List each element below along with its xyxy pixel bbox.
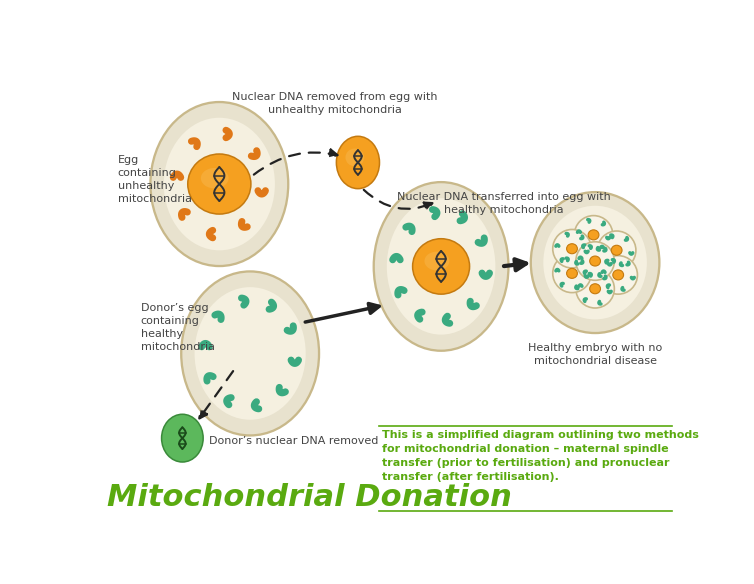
Ellipse shape (532, 193, 658, 332)
Ellipse shape (529, 191, 661, 334)
Ellipse shape (611, 245, 622, 255)
Ellipse shape (575, 215, 613, 254)
Ellipse shape (149, 101, 290, 267)
Ellipse shape (162, 415, 202, 461)
Ellipse shape (590, 256, 600, 266)
Ellipse shape (425, 252, 449, 270)
Text: This is a simplified diagram outlining two methods
for mitochondrial donation – : This is a simplified diagram outlining t… (382, 430, 699, 482)
Ellipse shape (387, 198, 495, 335)
Ellipse shape (337, 137, 379, 188)
Ellipse shape (161, 413, 204, 463)
Text: Nuclear DNA removed from egg with
unhealthy mitochondria: Nuclear DNA removed from egg with unheal… (232, 92, 437, 115)
Ellipse shape (544, 206, 647, 319)
Text: Donor’s nuclear DNA removed: Donor’s nuclear DNA removed (210, 436, 379, 446)
Ellipse shape (566, 269, 578, 279)
Ellipse shape (201, 168, 228, 189)
Ellipse shape (588, 230, 599, 240)
Text: Healthy embryo with no
mitochondrial disease: Healthy embryo with no mitochondrial dis… (528, 343, 662, 366)
Text: Nuclear DNA transferred into egg with
healthy mitochondria: Nuclear DNA transferred into egg with he… (397, 192, 611, 215)
Ellipse shape (152, 103, 287, 265)
Ellipse shape (375, 183, 507, 350)
Ellipse shape (372, 181, 510, 352)
Ellipse shape (597, 231, 636, 269)
Ellipse shape (599, 256, 637, 294)
Ellipse shape (188, 155, 250, 213)
Ellipse shape (182, 273, 318, 434)
Ellipse shape (553, 254, 591, 293)
Ellipse shape (576, 242, 615, 280)
Ellipse shape (195, 287, 305, 420)
Text: Egg
containing
unhealthy
mitochondria: Egg containing unhealthy mitochondria (118, 155, 192, 204)
Text: Mitochondrial Donation: Mitochondrial Donation (107, 483, 512, 512)
Ellipse shape (413, 239, 469, 293)
Ellipse shape (566, 244, 578, 253)
Ellipse shape (590, 284, 600, 294)
Ellipse shape (187, 153, 252, 215)
Text: Donor’s egg
containing
healthy
mitochondria: Donor’s egg containing healthy mitochond… (141, 303, 215, 352)
Ellipse shape (553, 230, 591, 268)
Ellipse shape (345, 148, 364, 166)
Ellipse shape (576, 269, 615, 308)
Ellipse shape (613, 270, 624, 280)
Ellipse shape (412, 238, 470, 295)
Ellipse shape (164, 118, 275, 251)
Ellipse shape (336, 135, 380, 189)
Ellipse shape (180, 270, 320, 437)
